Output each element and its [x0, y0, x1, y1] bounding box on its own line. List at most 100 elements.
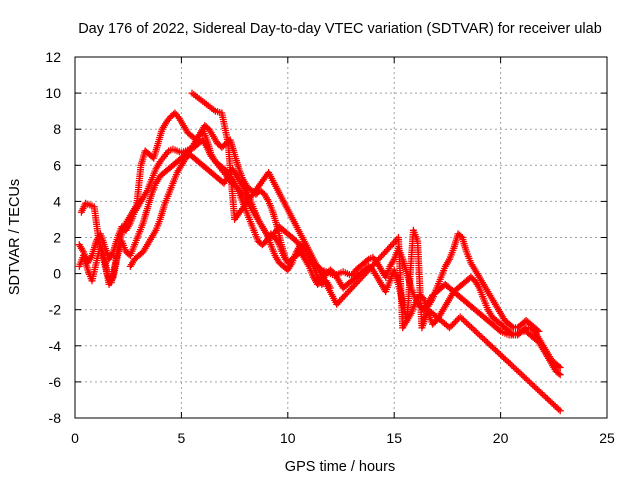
data-point-track-c — [256, 187, 267, 197]
data-point-track-b — [471, 277, 482, 290]
data-point-track-a — [526, 331, 537, 341]
data-point-track-b — [148, 182, 159, 198]
data-point-track-d — [284, 261, 295, 274]
data-point-track-b — [165, 163, 175, 173]
data-point-track-b — [246, 215, 257, 232]
data-point-track-b — [518, 325, 529, 335]
data-point-track-c — [120, 217, 131, 231]
data-point-track-b — [122, 248, 133, 258]
data-point-track-b — [186, 141, 197, 155]
data-point-track-b — [463, 274, 473, 285]
data-point-track-a — [501, 329, 511, 338]
data-point-track-e — [522, 317, 533, 327]
data-point-track-a — [441, 280, 452, 291]
data-point-track-d — [280, 262, 290, 273]
data-point-track-b — [535, 335, 546, 348]
data-point-track-b — [509, 331, 519, 339]
chart-title: Day 176 of 2022, Sidereal Day-to-day VTE… — [78, 21, 602, 37]
data-point-track-b — [548, 356, 558, 367]
data-point-track-b — [382, 279, 393, 296]
data-point-track-d — [254, 215, 265, 229]
y-tick-label: 4 — [53, 193, 61, 209]
data-point-track-b — [407, 301, 419, 317]
data-point-track-b — [467, 273, 478, 284]
data-point-track-d — [211, 172, 222, 182]
data-point-track-a — [220, 169, 231, 180]
data-point-track-d — [309, 262, 321, 279]
x-tick-label: 5 — [178, 430, 186, 446]
data-point-track-e — [518, 318, 529, 328]
data-point-track-c — [201, 122, 212, 132]
data-point-track-c — [158, 120, 169, 133]
data-point-track-c — [209, 132, 220, 146]
data-point-track-b — [552, 360, 563, 370]
data-point-track-b — [543, 349, 555, 362]
data-point-track-a — [271, 225, 282, 236]
data-point-track-e — [441, 257, 452, 270]
data-point-track-e — [458, 234, 470, 254]
data-point-track-a — [160, 149, 171, 160]
data-point-track-b — [182, 148, 192, 158]
x-tick-label: 15 — [386, 430, 402, 446]
data-point-track-b — [429, 318, 439, 328]
data-point-track-b — [250, 226, 261, 243]
data-point-track-b — [305, 262, 316, 279]
data-point-track-a — [156, 154, 167, 166]
data-point-track-d — [131, 253, 141, 263]
data-point-outliers — [399, 318, 410, 332]
data-point-track-d — [148, 228, 159, 241]
data-point-track-e — [497, 309, 508, 323]
data-point-track-d — [271, 252, 282, 265]
data-point-track-a — [475, 309, 486, 320]
data-point-track-a — [467, 302, 478, 312]
data-point-track-c — [150, 142, 161, 162]
y-tick-label: -4 — [49, 338, 62, 354]
data-point-track-c — [239, 176, 250, 189]
y-tick-label: 10 — [45, 85, 61, 101]
data-point-track-e — [454, 230, 465, 240]
data-point-track-d — [139, 243, 150, 256]
data-point-track-a — [343, 270, 353, 278]
data-point-track-a — [365, 254, 375, 263]
y-tick-label: 6 — [53, 157, 61, 173]
data-point-track-c — [180, 122, 191, 135]
data-point-track-d — [258, 223, 269, 236]
data-point-track-b — [326, 266, 337, 276]
data-point-track-b — [126, 243, 138, 259]
data-point-track-a — [84, 253, 95, 267]
data-point-track-b — [169, 159, 180, 169]
data-point-track-d — [194, 158, 205, 168]
axis-ticks: 0 5 10 15 20 25 -8 -6 -4 -2 0 2 4 6 8 10 12 — [45, 49, 615, 446]
data-point-track-a — [335, 269, 345, 278]
data-point-track-a — [194, 137, 205, 148]
data-point-track-c — [218, 141, 229, 151]
data-point-track-d — [143, 235, 154, 249]
x-tick-label: 0 — [71, 430, 79, 446]
data-point-track-d — [233, 172, 244, 185]
data-point-track-b — [343, 278, 354, 288]
data-point-track-e — [484, 288, 495, 301]
data-point-track-c — [124, 210, 135, 223]
data-point-track-b — [156, 170, 167, 180]
data-point-track-e — [475, 273, 486, 287]
data-point-track-b — [526, 324, 537, 334]
data-point-track-e — [433, 275, 444, 292]
data-point-track-c — [133, 164, 145, 209]
data-point-track-d — [186, 151, 197, 161]
data-point-track-e — [526, 320, 537, 330]
data-point-track-a — [446, 284, 456, 294]
data-point-track-a — [531, 335, 541, 345]
data-point-track-b — [488, 313, 499, 323]
data-point-track-a — [552, 367, 563, 377]
data-point-track-b — [322, 267, 333, 278]
y-tick-label: -2 — [49, 302, 62, 318]
data-point-track-b — [233, 183, 244, 200]
data-point-track-b — [369, 266, 380, 279]
data-point-track-b — [254, 237, 265, 247]
data-point-outliers — [456, 313, 563, 413]
data-point-track-b — [211, 158, 222, 168]
data-point-outliers — [403, 229, 417, 324]
data-point-track-b — [556, 364, 564, 371]
data-point-track-a — [97, 230, 108, 248]
data-point-track-a — [356, 260, 367, 270]
